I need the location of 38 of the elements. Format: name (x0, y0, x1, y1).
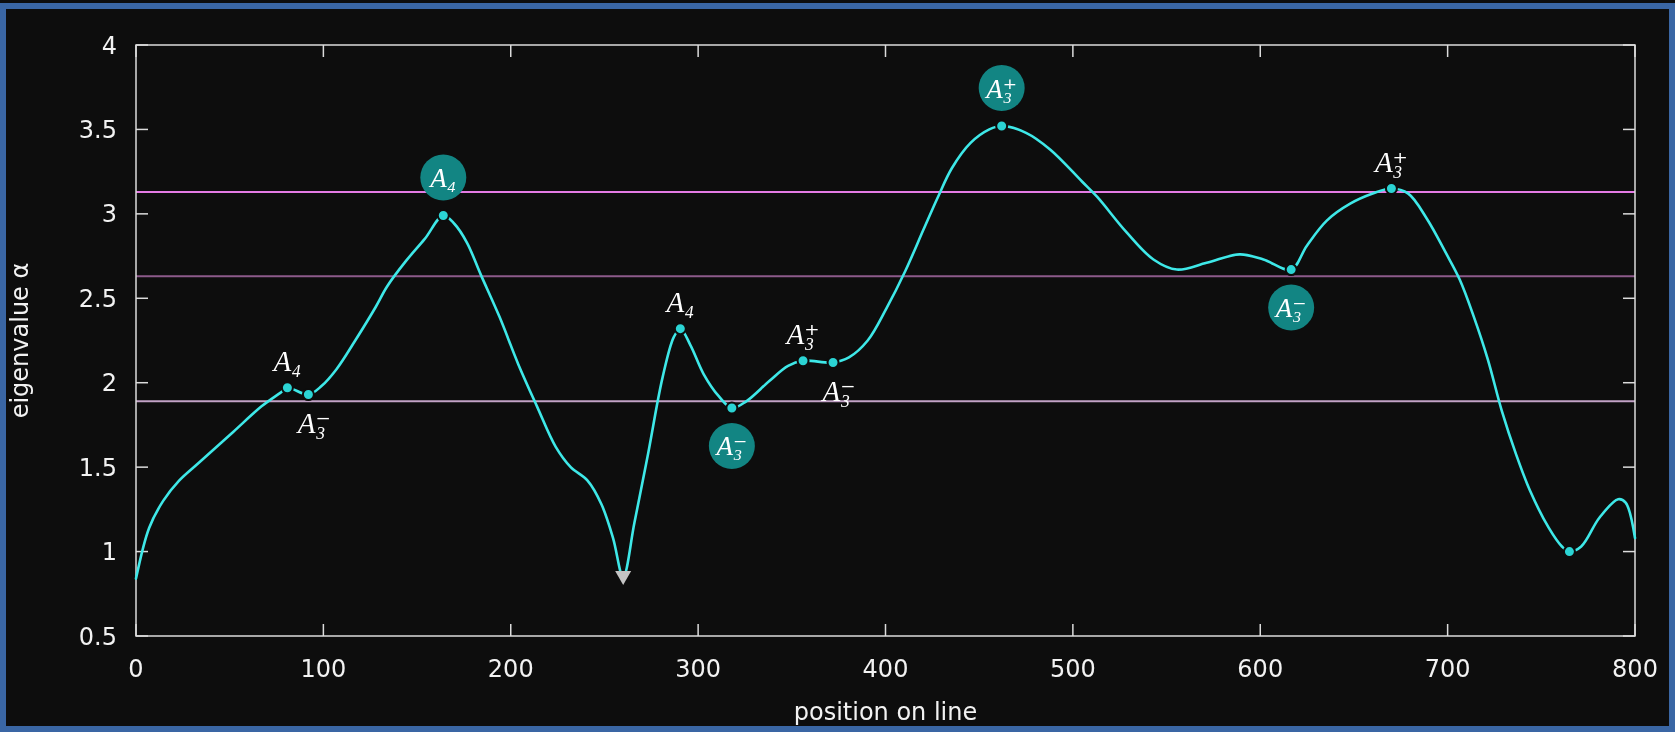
y-tick-label: 2 (101, 369, 117, 398)
y-tick-label: 0.5 (78, 622, 117, 651)
annotation: A₄ (664, 285, 695, 318)
annotation: A₃⁻ (295, 406, 331, 439)
x-tick-label: 600 (1237, 655, 1284, 683)
y-tick-label: 1.5 (78, 453, 117, 482)
y-tick-label: 3.5 (78, 116, 117, 145)
annotation: A₃⁻ (714, 431, 748, 462)
y-tick-label: 4 (101, 31, 117, 60)
annotation: A₄ (428, 163, 457, 193)
x-axis-title: position on line (793, 698, 978, 726)
point (1284, 263, 1298, 277)
point (280, 381, 294, 395)
point (615, 570, 632, 585)
annotation: A₃⁻ (1273, 293, 1307, 324)
x-tick-label: 800 (1612, 655, 1658, 683)
x-tick-label: 400 (862, 655, 909, 683)
x-tick-label: 700 (1424, 655, 1471, 683)
point (796, 354, 810, 368)
annotation: A₃⁺ (1372, 145, 1408, 178)
annotation: A₃⁺ (784, 317, 820, 350)
x-tick-label: 0 (128, 655, 144, 683)
y-axis-title: eigenvalue α (6, 262, 34, 419)
point (995, 119, 1009, 133)
y-tick-label: 3 (101, 200, 117, 229)
point (436, 209, 450, 223)
annotation: A₃⁻ (820, 374, 856, 407)
y-tick-label: 2.5 (78, 284, 117, 313)
x-tick-label: 100 (300, 655, 347, 683)
y-tick-label: 1 (101, 538, 117, 567)
point (725, 401, 739, 415)
point (301, 388, 315, 402)
x-tick-label: 200 (487, 655, 534, 683)
x-tick-label: 300 (675, 655, 722, 683)
x-tick-label: 500 (1049, 655, 1096, 683)
point (673, 322, 687, 336)
annotation: A₃⁺ (984, 73, 1018, 104)
annotation: A₄ (271, 344, 302, 377)
